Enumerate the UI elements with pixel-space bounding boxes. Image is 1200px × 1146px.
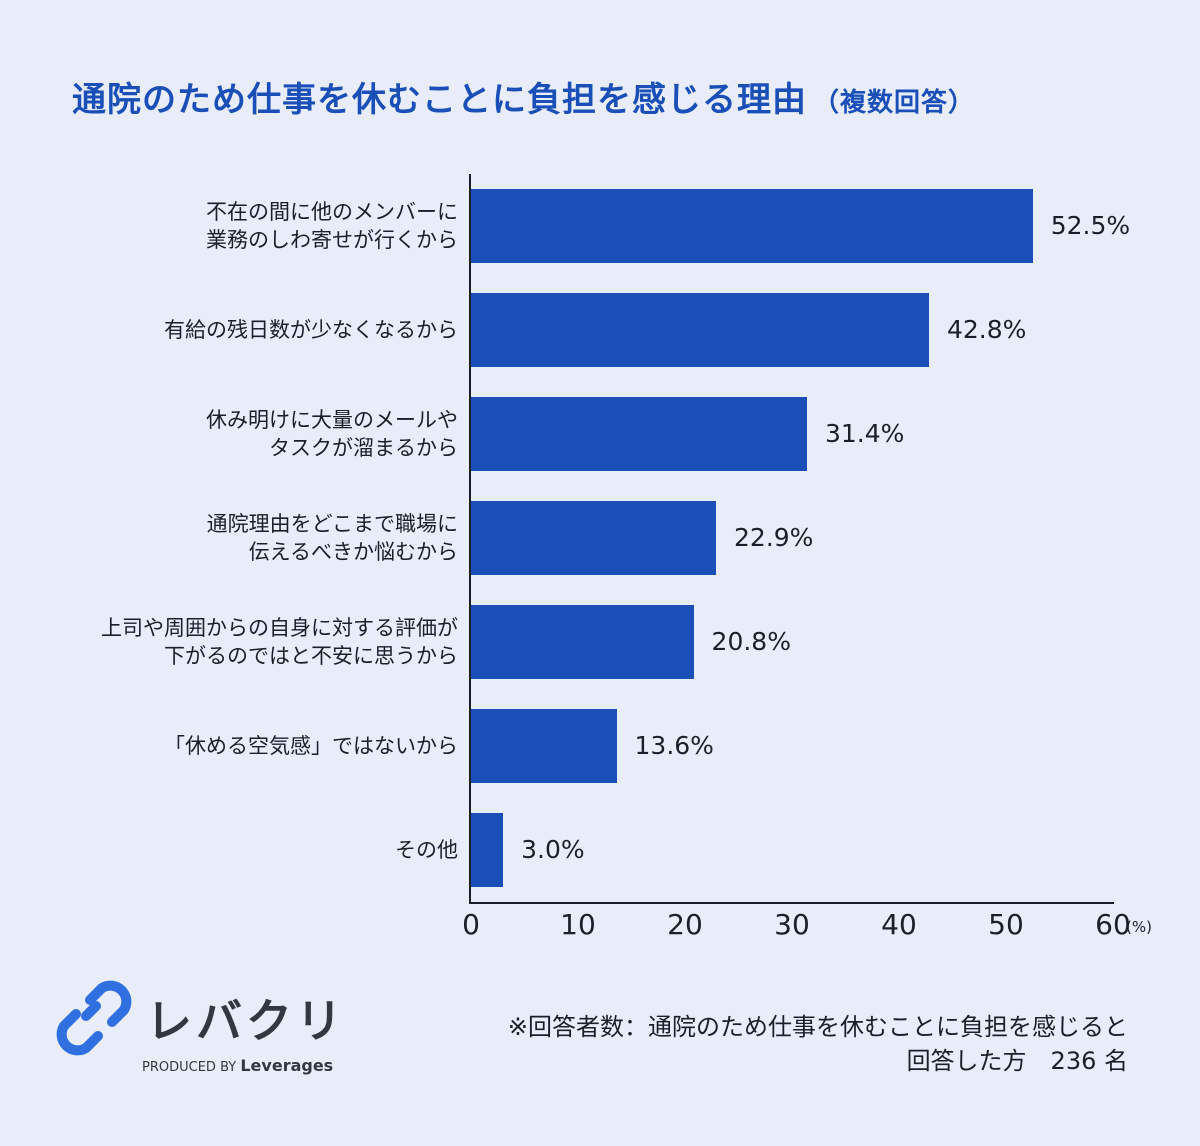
logo: レバクリ (56, 980, 346, 1056)
note-line-1: ※回答者数：通院のため仕事を休むことに負担を感じると (507, 1013, 1128, 1041)
value-label: 20.8% (711, 627, 791, 656)
category-label: 休み明けに大量のメールやタスクが溜まるから (28, 397, 458, 471)
category-label-line: 有給の残日数が少なくなるから (164, 318, 458, 342)
x-tick-label: 0 (462, 908, 480, 941)
category-label-line: その他 (395, 838, 458, 862)
bar (471, 813, 504, 887)
value-label: 42.8% (946, 315, 1027, 344)
category-label-line: 下がるのではと不安に思うから (164, 644, 458, 668)
chart-title-sub: （複数回答） (813, 88, 976, 118)
category-label-line: 「休める空気感」ではないから (164, 734, 458, 758)
bar (471, 293, 929, 367)
logo-text: レバクリ (146, 994, 346, 1048)
x-tick-label: 50 (988, 908, 1024, 941)
value-label: 52.5% (1050, 211, 1131, 240)
category-label-line: 休み明けに大量のメールや (206, 408, 458, 432)
category-label: 通院理由をどこまで職場に伝えるべきか悩むから (28, 501, 458, 575)
category-label: 上司や周囲からの自身に対する評価が下がるのではと不安に思うから (28, 605, 458, 679)
category-label-line: 不在の間に他のメンバーに (206, 200, 458, 224)
x-tick-label: 20 (667, 908, 703, 941)
x-tick-label: 40 (881, 908, 917, 941)
bar (471, 397, 807, 471)
respondent-note: ※回答者数：通院のため仕事を休むことに負担を感じると 回答した方 236 名 (508, 1010, 1128, 1078)
note-line-2: 回答した方 236 名 (906, 1047, 1128, 1075)
produced-by: PRODUCED BY Leverages (142, 1056, 333, 1075)
bar (471, 605, 694, 679)
value-label: 31.4% (824, 419, 905, 448)
category-label-line: 通院理由をどこまで職場に (206, 512, 458, 536)
category-label: 有給の残日数が少なくなるから (28, 293, 458, 367)
x-axis-unit: (%) (1126, 918, 1152, 936)
category-label-line: 上司や周囲からの自身に対する評価が (101, 616, 458, 640)
bar (471, 189, 1033, 263)
x-tick-label: 10 (560, 908, 596, 941)
y-axis (469, 174, 471, 904)
chart-title-main: 通院のため仕事を休むことに負担を感じる理由 (72, 80, 807, 120)
category-label: 「休める空気感」ではないから (28, 709, 458, 783)
x-tick-label: 60 (1095, 908, 1131, 941)
x-axis (469, 902, 1114, 904)
capsule-link-icon (56, 980, 132, 1056)
x-tick-label: 30 (774, 908, 810, 941)
chart-title: 通院のため仕事を休むことに負担を感じる理由 （複数回答） (72, 72, 975, 121)
bar (471, 501, 717, 575)
value-label: 13.6% (634, 731, 714, 760)
category-label-line: 伝えるべきか悩むから (248, 540, 458, 564)
category-label-line: タスクが溜まるから (269, 436, 458, 460)
category-label-line: 業務のしわ寄せが行くから (206, 228, 458, 252)
produced-by-label: PRODUCED BY (142, 1060, 237, 1075)
brand-name: Leverages (240, 1056, 334, 1075)
bar (471, 709, 617, 783)
value-label: 22.9% (734, 523, 814, 552)
category-label: その他 (28, 813, 458, 887)
category-label: 不在の間に他のメンバーに 業務のしわ寄せが行くから (28, 189, 458, 263)
value-label: 3.0% (521, 835, 585, 864)
